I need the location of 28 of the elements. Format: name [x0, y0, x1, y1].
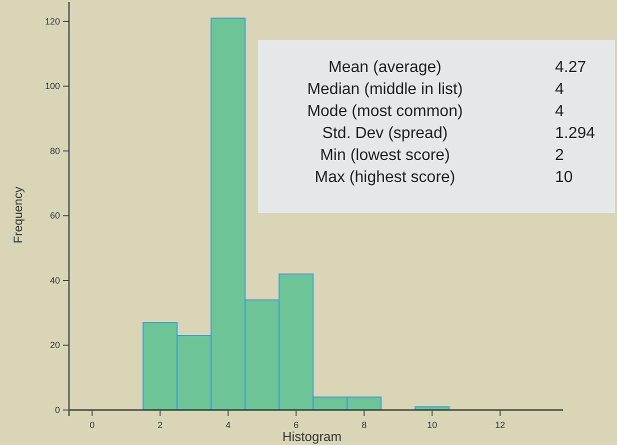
y-axis-title: Frequency — [11, 186, 25, 244]
y-tick-label: 120 — [44, 16, 60, 26]
y-tick-label: 80 — [50, 146, 60, 156]
annotation: 4 — [555, 81, 564, 98]
y-tick-label: 0 — [54, 405, 60, 415]
annotation: Min (lowest score) — [320, 147, 450, 164]
annotation: 2 — [555, 147, 564, 164]
annotation: Median (middle in list) — [307, 81, 463, 98]
annotation: 4 — [555, 103, 564, 120]
annotation: 1.294 — [555, 125, 596, 142]
annotation: Std. Dev (spread) — [322, 125, 448, 142]
annotation: Max (highest score) — [314, 169, 456, 186]
y-tick-label: 100 — [44, 81, 60, 92]
y-tick-label: 60 — [50, 210, 60, 221]
annotation: 10 — [555, 169, 573, 186]
annotation: Mode (most common) — [307, 103, 463, 120]
y-tick-label: 40 — [50, 275, 60, 286]
x-axis-title: Histogram — [282, 429, 342, 444]
x-tick-label: 6 — [294, 420, 299, 430]
annotation: Mean (average) — [328, 59, 442, 76]
x-tick-label: 8 — [362, 420, 367, 430]
y-tick-label: 20 — [50, 340, 60, 350]
x-tick-label: 12 — [495, 420, 506, 430]
x-tick-label: 10 — [427, 420, 438, 430]
annotation: 4.27 — [555, 59, 586, 76]
x-tick-label: 2 — [158, 420, 163, 430]
x-tick-label: 4 — [226, 420, 231, 430]
x-tick-label: 0 — [90, 420, 95, 430]
